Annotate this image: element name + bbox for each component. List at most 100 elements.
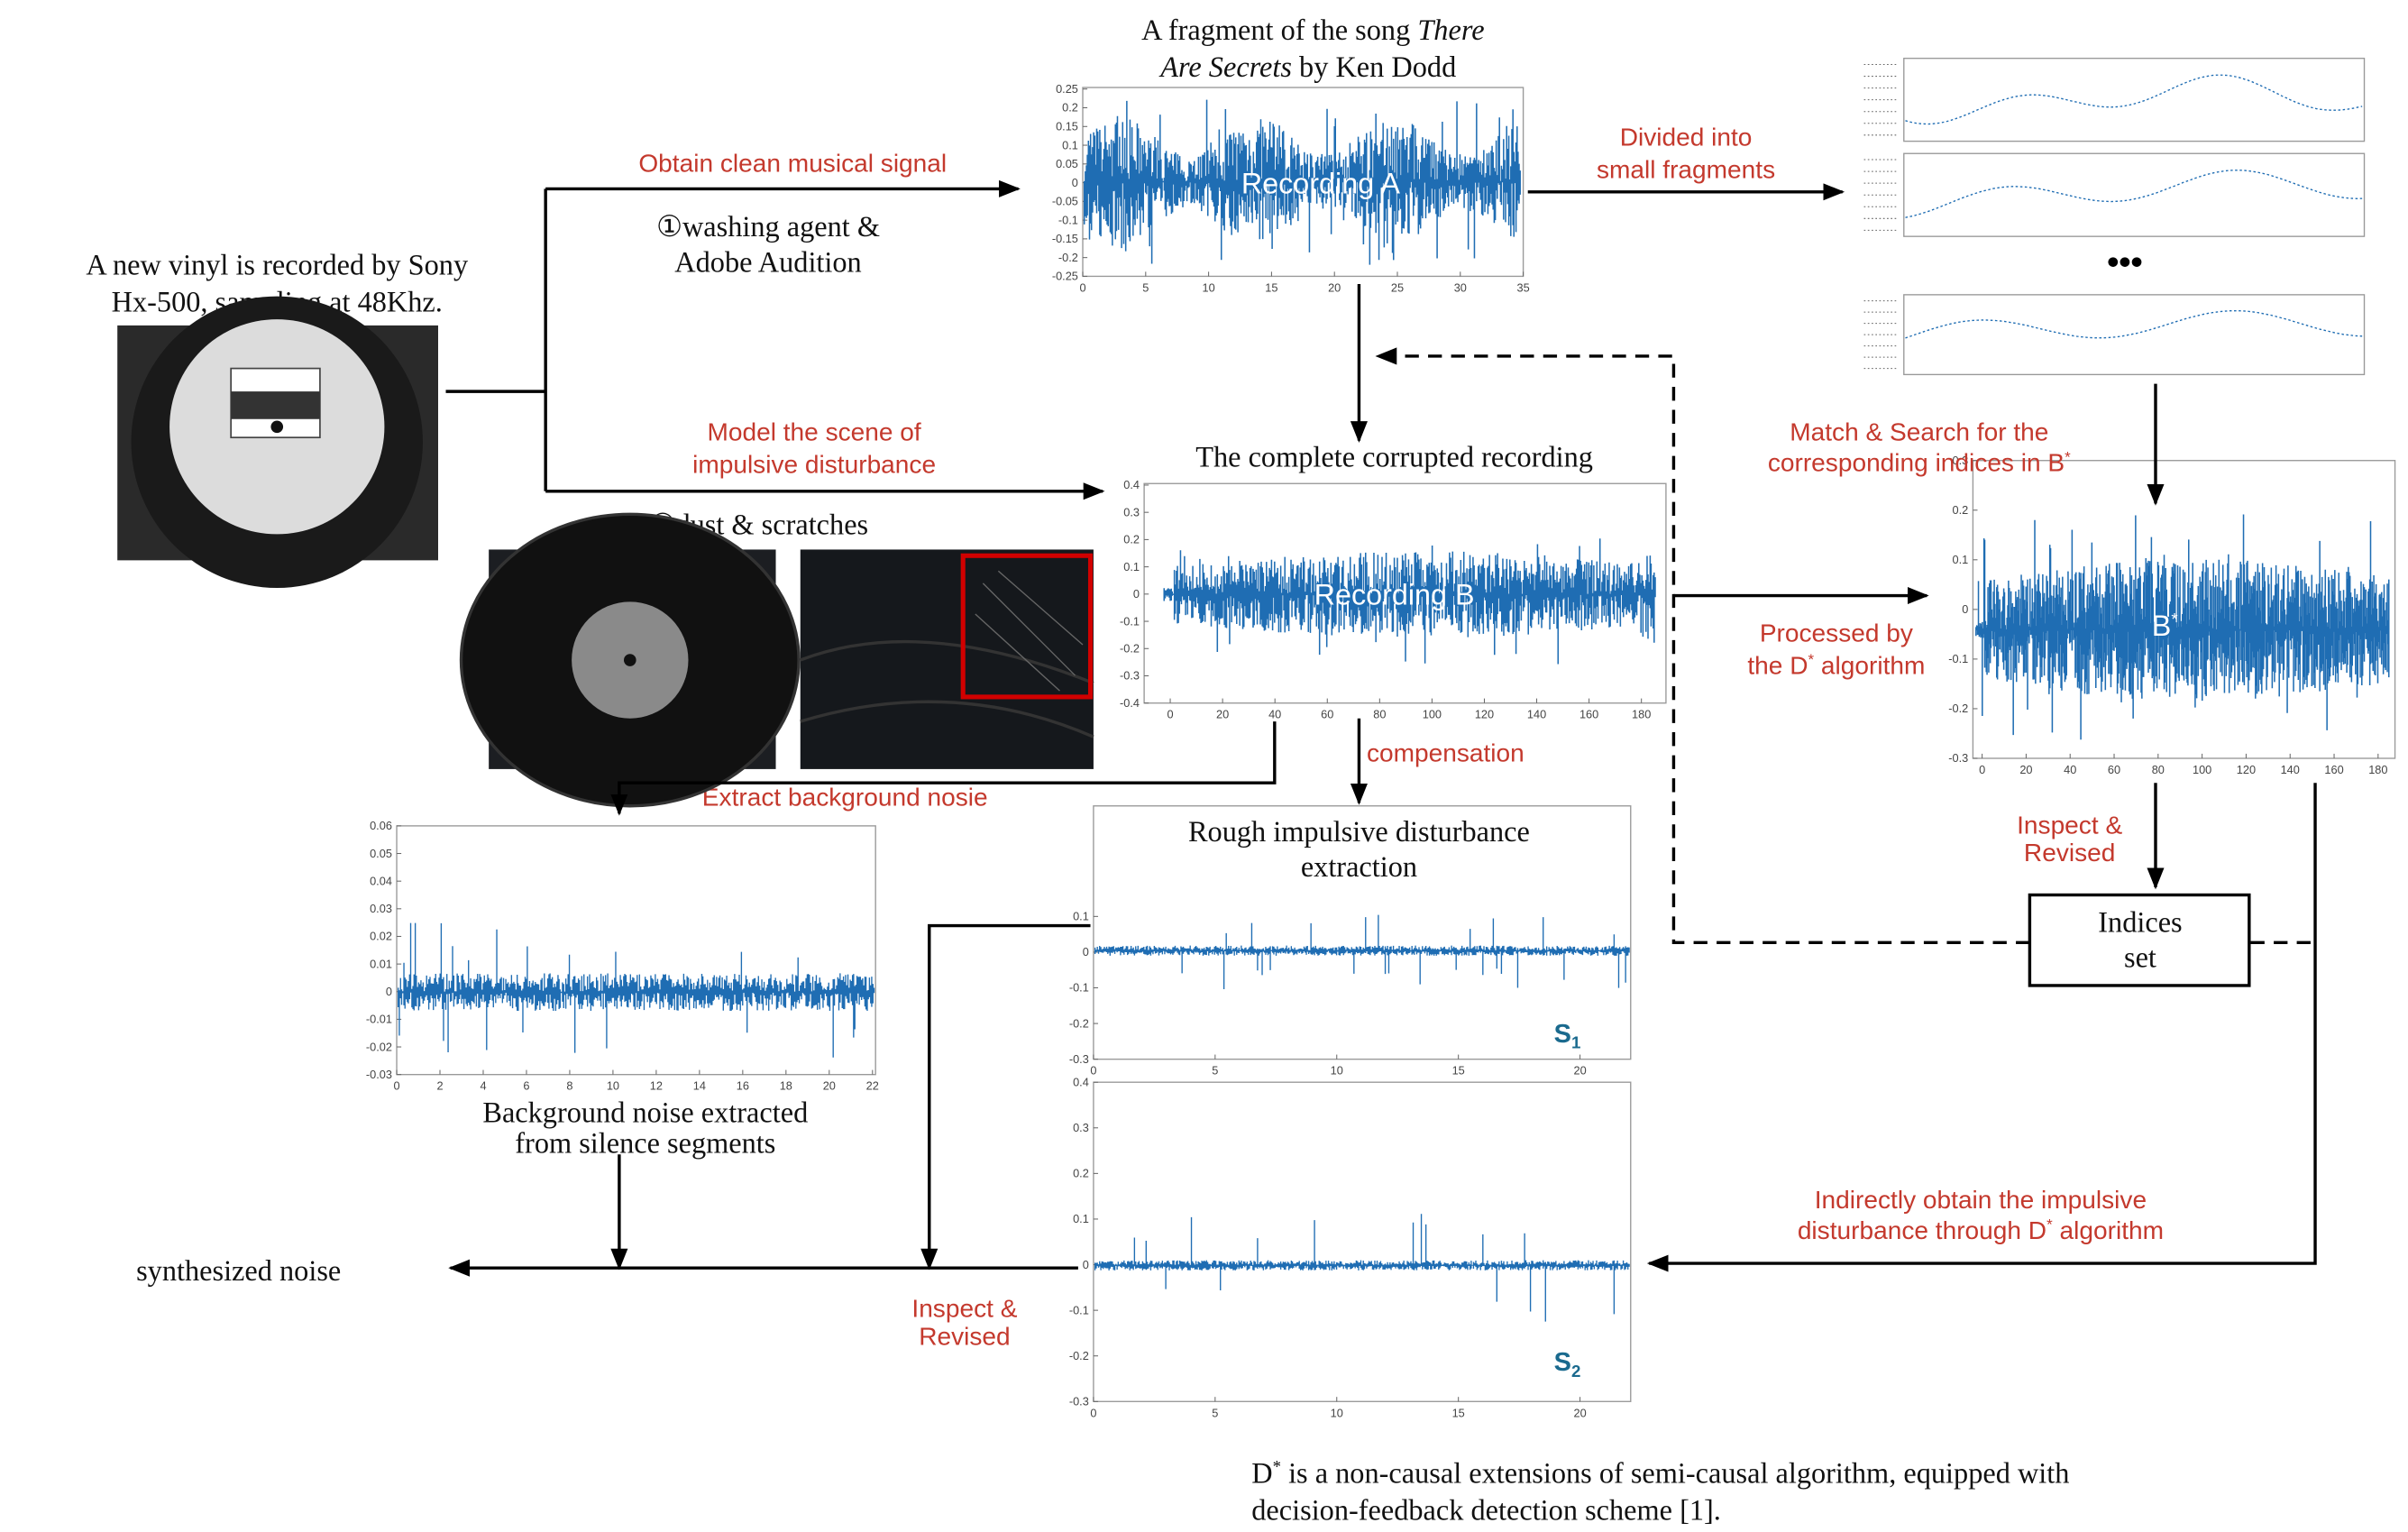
x-tick-label: 40 [2064, 763, 2076, 776]
label: The complete corrupted recording [1195, 441, 1593, 473]
label: Adobe Audition [674, 245, 861, 278]
y-tick-label: 0 [1083, 945, 1089, 959]
y-tick-label: 0.4 [1123, 478, 1140, 491]
plot-label: B* [2152, 610, 2178, 642]
label: Revised [2024, 839, 2115, 867]
label: Obtain clean musical signal [638, 150, 947, 178]
x-tick-label: 20 [1573, 1406, 1586, 1419]
x-tick-label: 6 [523, 1079, 529, 1093]
x-tick-label: 40 [1268, 708, 1281, 721]
y-tick-label: 0 [1133, 587, 1140, 601]
y-tick-label: 0.3 [1953, 454, 1969, 467]
y-tick-label: -0.2 [1120, 642, 1140, 656]
indices-box [2028, 893, 2251, 987]
y-tick-label: -0.1 [1069, 1303, 1089, 1316]
text: corresponding indices in B [1768, 449, 2065, 477]
plots: 0.250.20.150.10.050-0.05-0.1-0.15-0.2-0.… [366, 58, 2396, 1419]
y-tick-label: 0.2 [1953, 503, 1969, 517]
x-tick-label: 16 [737, 1079, 749, 1093]
text: algorithm [1814, 651, 1925, 679]
y-tick-label: 0.01 [370, 957, 392, 970]
text: 1 [1571, 1033, 1580, 1052]
caption: Background noise extracted [482, 1096, 808, 1128]
label: corresponding indices in B* [1768, 448, 2071, 476]
x-tick-label: 160 [1579, 708, 1598, 721]
waveform [1094, 914, 1630, 990]
title-line2: Are Secrets by Ken Dodd [1158, 50, 1456, 83]
y-tick-label: 0.06 [370, 819, 392, 832]
label: Inspect & [911, 1295, 1017, 1323]
text: * [2171, 610, 2177, 628]
x-tick-label: 2 [436, 1079, 443, 1093]
x-tick-label: 20 [1328, 280, 1341, 294]
x-tick-label: 5 [1212, 1064, 1218, 1078]
y-tick-label: 0.4 [1073, 1075, 1089, 1088]
x-tick-label: 5 [1212, 1406, 1218, 1419]
x-tick-label: 18 [780, 1079, 792, 1093]
x-tick-label: 10 [1331, 1064, 1343, 1078]
caption: from silence segments [515, 1127, 775, 1160]
x-tick-label: 80 [1373, 708, 1386, 721]
x-tick-label: 0 [1090, 1406, 1096, 1419]
scratch-photo [800, 549, 1094, 769]
y-tick-label: -0.03 [366, 1068, 392, 1081]
text: A fragment of the song [1141, 14, 1417, 46]
y-tick-label: 0.04 [370, 874, 392, 887]
x-tick-label: 10 [1331, 1406, 1343, 1419]
label: ①washing agent & [656, 210, 880, 243]
y-tick-label: -0.3 [1069, 1395, 1089, 1408]
x-tick-label: 140 [1527, 708, 1546, 721]
y-tick-label: 0.3 [1123, 505, 1140, 518]
text: D [1251, 1457, 1272, 1490]
y-tick-label: 0.3 [1073, 1121, 1089, 1134]
y-tick-label: 0 [1083, 1258, 1089, 1271]
x-tick-label: 10 [1203, 280, 1215, 294]
y-tick-label: 0.03 [370, 902, 392, 915]
label: Indices [2098, 905, 2182, 938]
y-tick-label: -0.4 [1120, 696, 1140, 710]
label: Divided into [1620, 124, 1753, 151]
x-tick-label: 0 [1079, 280, 1085, 294]
label: impulsive disturbance [692, 450, 936, 478]
x-tick-label: 20 [1216, 708, 1229, 721]
x-tick-label: 15 [1452, 1064, 1465, 1078]
waveform [1094, 1214, 1630, 1322]
y-tick-label: 0.2 [1073, 1167, 1089, 1180]
x-tick-label: 5 [1142, 280, 1149, 294]
y-tick-label: -0.2 [1948, 702, 1968, 715]
waveform [1975, 514, 2390, 740]
x-tick-label: 4 [480, 1079, 486, 1093]
label: Revised [919, 1322, 1010, 1350]
label: set [2124, 941, 2156, 974]
text: * [2065, 448, 2071, 465]
x-tick-label: 14 [693, 1079, 706, 1093]
plot-frame [396, 825, 876, 1076]
text: * [1808, 651, 1815, 668]
y-tick-label: -0.15 [1052, 232, 1078, 245]
label: compensation [1367, 738, 1524, 766]
waveform [1083, 99, 1521, 265]
fragment-wave [1905, 170, 2363, 218]
x-tick-label: 100 [2193, 763, 2211, 776]
y-tick-label: -0.3 [1120, 669, 1140, 683]
y-tick-label: -0.1 [1058, 213, 1078, 226]
x-tick-label: 120 [1475, 708, 1494, 721]
label: disturbance through D* algorithm [1798, 1216, 2164, 1244]
x-tick-label: 22 [866, 1079, 879, 1093]
text: algorithm [2053, 1216, 2164, 1244]
x-tick-label: 12 [650, 1079, 663, 1093]
plot-label: S2 [1554, 1348, 1581, 1381]
fragment-plot [1903, 294, 2366, 376]
plot-label: Recording B [1314, 579, 1475, 611]
y-tick-label: -0.1 [1120, 614, 1140, 628]
x-tick-label: 0 [1090, 1064, 1096, 1078]
text: disturbance through D [1798, 1216, 2046, 1244]
y-tick-label: -0.01 [366, 1013, 392, 1026]
text: There [1417, 14, 1484, 46]
label: Inspect & [2017, 811, 2122, 839]
y-tick-label: -0.2 [1058, 251, 1078, 264]
y-tick-label: 0.1 [1073, 910, 1089, 923]
x-tick-label: 30 [1454, 280, 1467, 294]
x-tick-label: 8 [566, 1079, 572, 1093]
